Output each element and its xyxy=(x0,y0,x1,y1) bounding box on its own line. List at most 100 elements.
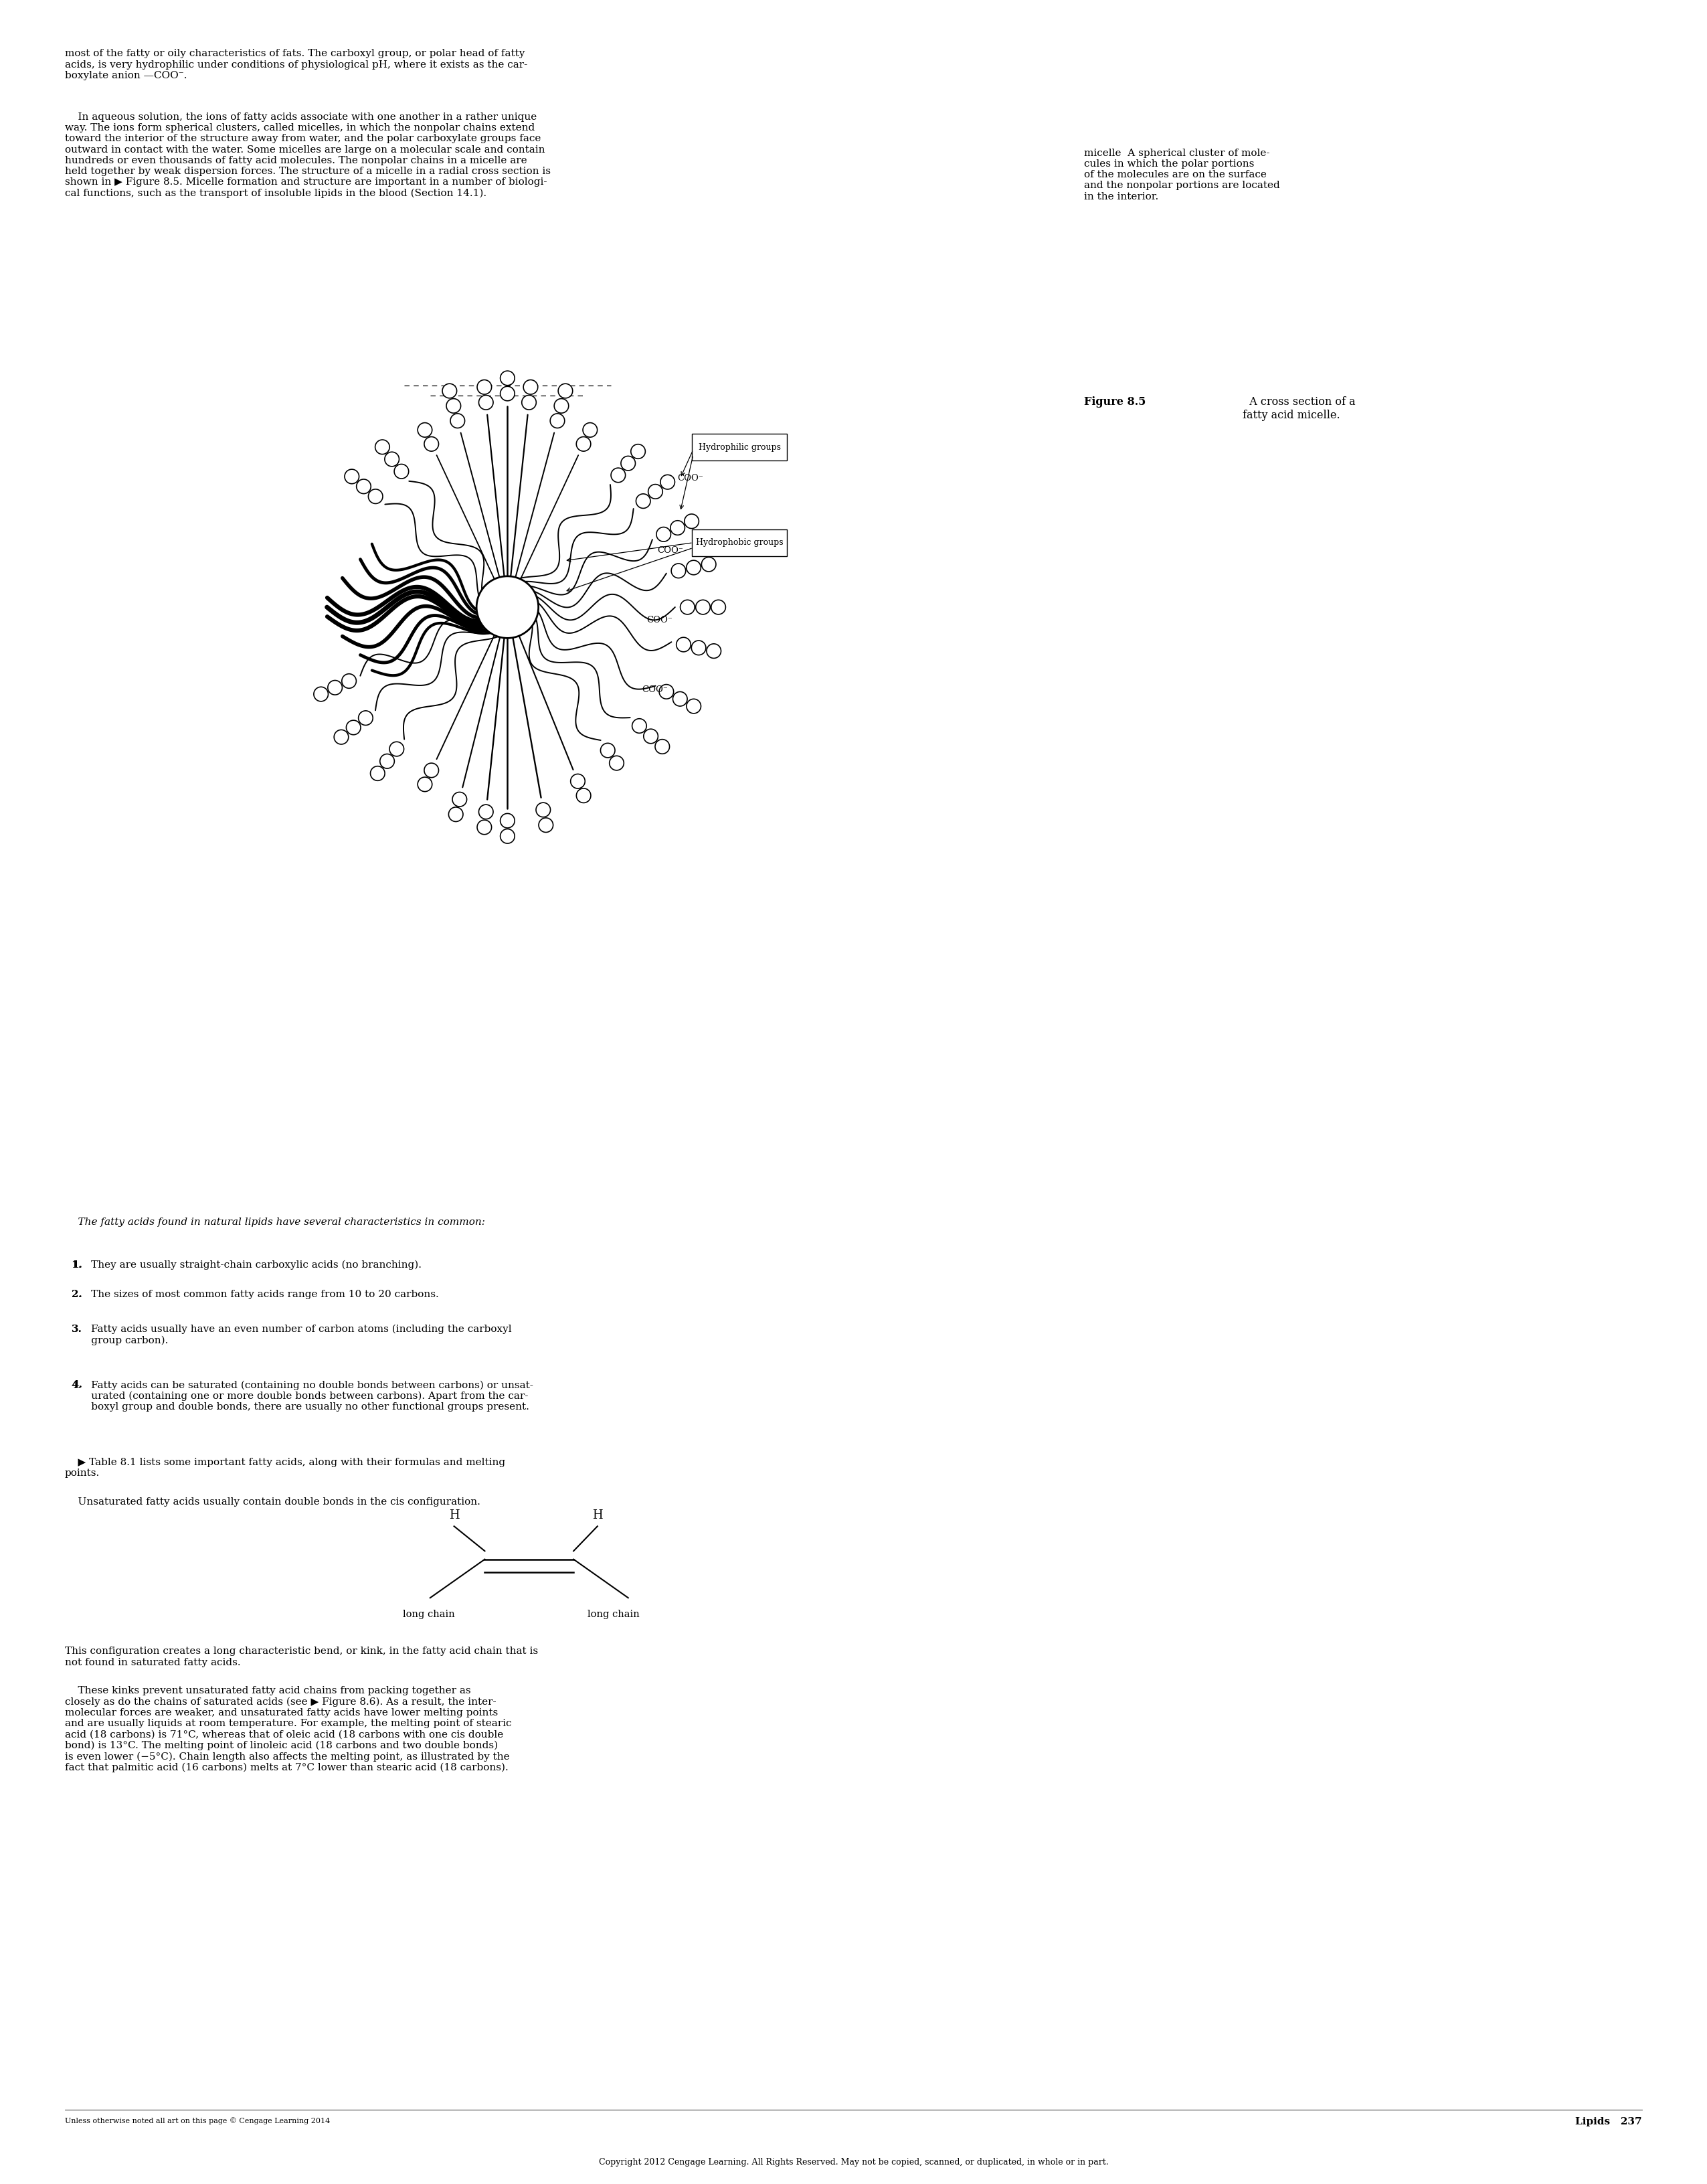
Circle shape xyxy=(671,563,686,579)
Text: 4.: 4. xyxy=(72,1380,82,1389)
Circle shape xyxy=(686,561,702,574)
Text: 1.: 1. xyxy=(72,1260,82,1269)
Circle shape xyxy=(570,773,586,788)
Text: Unless otherwise noted all art on this page © Cengage Learning 2014: Unless otherwise noted all art on this p… xyxy=(65,2118,329,2125)
Circle shape xyxy=(702,557,715,572)
Circle shape xyxy=(691,640,707,655)
Circle shape xyxy=(536,804,550,817)
Text: The fatty acids found in natural lipids have several characteristics in common:: The fatty acids found in natural lipids … xyxy=(65,1219,485,1227)
Text: long chain: long chain xyxy=(587,1610,638,1618)
Text: most of the fatty or oily characteristics of fats. The carboxyl group, or polar : most of the fatty or oily characteristic… xyxy=(65,50,527,81)
Circle shape xyxy=(673,692,688,705)
Circle shape xyxy=(449,808,463,821)
Circle shape xyxy=(558,384,572,397)
Circle shape xyxy=(452,793,466,806)
Circle shape xyxy=(582,424,597,437)
Circle shape xyxy=(577,788,591,804)
Text: 2.   The sizes of most common fatty acids range from 10 to 20 carbons.: 2. The sizes of most common fatty acids … xyxy=(72,1289,439,1299)
Circle shape xyxy=(707,644,720,657)
Circle shape xyxy=(577,437,591,452)
Text: COO⁻: COO⁻ xyxy=(647,616,673,625)
Circle shape xyxy=(637,494,650,509)
Circle shape xyxy=(478,819,492,834)
Text: Copyright 2012 Cengage Learning. All Rights Reserved. May not be copied, scanned: Copyright 2012 Cengage Learning. All Rig… xyxy=(599,2158,1108,2167)
Circle shape xyxy=(671,520,685,535)
Circle shape xyxy=(341,675,357,688)
Text: A cross section of a
fatty acid micelle.: A cross section of a fatty acid micelle. xyxy=(1243,397,1355,422)
Circle shape xyxy=(555,400,568,413)
Text: COO⁻: COO⁻ xyxy=(657,546,683,555)
Circle shape xyxy=(370,767,384,780)
Text: 2.: 2. xyxy=(72,1289,82,1299)
Text: These kinks prevent unsaturated fatty acid chains from packing together as
close: These kinks prevent unsaturated fatty ac… xyxy=(65,1686,512,1773)
Circle shape xyxy=(376,439,389,454)
Circle shape xyxy=(478,380,492,395)
Circle shape xyxy=(478,395,493,411)
Circle shape xyxy=(446,400,461,413)
Circle shape xyxy=(451,413,464,428)
Text: 3.   Fatty acids usually have an even number of carbon atoms (including the carb: 3. Fatty acids usually have an even numb… xyxy=(72,1324,512,1345)
Circle shape xyxy=(476,577,538,638)
Circle shape xyxy=(389,743,405,756)
Circle shape xyxy=(500,830,516,843)
Text: Hydrophobic groups: Hydrophobic groups xyxy=(696,537,784,546)
Circle shape xyxy=(659,684,674,699)
Circle shape xyxy=(696,601,710,614)
Circle shape xyxy=(632,719,647,734)
Circle shape xyxy=(384,452,399,467)
Circle shape xyxy=(381,753,394,769)
Text: ▶ Table 8.1 lists some important fatty acids, along with their formulas and melt: ▶ Table 8.1 lists some important fatty a… xyxy=(65,1459,505,1479)
Circle shape xyxy=(358,710,372,725)
Circle shape xyxy=(632,443,645,459)
Text: Figure 8.5: Figure 8.5 xyxy=(1084,397,1145,408)
Circle shape xyxy=(500,371,516,384)
Text: 4.   Fatty acids can be saturated (containing no double bonds between carbons) o: 4. Fatty acids can be saturated (contain… xyxy=(72,1380,533,1411)
Circle shape xyxy=(712,601,725,614)
Text: Lipids   237: Lipids 237 xyxy=(1576,2118,1642,2127)
Circle shape xyxy=(686,699,702,714)
Circle shape xyxy=(394,465,408,478)
Circle shape xyxy=(442,384,457,397)
Circle shape xyxy=(539,817,553,832)
Circle shape xyxy=(423,437,439,452)
Circle shape xyxy=(423,762,439,778)
Circle shape xyxy=(611,467,625,483)
Text: In aqueous solution, the ions of fatty acids associate with one another in a rat: In aqueous solution, the ions of fatty a… xyxy=(65,114,551,199)
Circle shape xyxy=(524,380,538,395)
Circle shape xyxy=(357,478,370,494)
Circle shape xyxy=(685,513,698,529)
Circle shape xyxy=(335,729,348,745)
Circle shape xyxy=(418,778,432,791)
Circle shape xyxy=(601,743,615,758)
Circle shape xyxy=(478,804,493,819)
Text: COO⁻: COO⁻ xyxy=(642,686,667,695)
Circle shape xyxy=(550,413,565,428)
Text: COO⁻: COO⁻ xyxy=(678,474,703,483)
Circle shape xyxy=(657,526,671,542)
Text: Hydrophilic groups: Hydrophilic groups xyxy=(698,443,780,452)
Circle shape xyxy=(676,638,691,651)
Text: Unsaturated fatty acids usually contain double bonds in the cis configuration.: Unsaturated fatty acids usually contain … xyxy=(65,1498,480,1507)
Text: H: H xyxy=(592,1509,603,1522)
FancyBboxPatch shape xyxy=(691,435,787,461)
Circle shape xyxy=(345,470,358,483)
Circle shape xyxy=(609,756,623,771)
Text: 3.: 3. xyxy=(72,1324,82,1334)
Circle shape xyxy=(328,681,341,695)
Circle shape xyxy=(649,485,662,498)
Circle shape xyxy=(500,812,516,828)
Text: 1.   They are usually straight-chain carboxylic acids (no branching).: 1. They are usually straight-chain carbo… xyxy=(72,1260,422,1269)
Circle shape xyxy=(661,474,674,489)
Circle shape xyxy=(500,387,516,402)
Circle shape xyxy=(347,721,360,734)
Text: long chain: long chain xyxy=(403,1610,454,1618)
FancyBboxPatch shape xyxy=(691,529,787,557)
Circle shape xyxy=(621,456,635,470)
Circle shape xyxy=(369,489,382,505)
Circle shape xyxy=(679,601,695,614)
Circle shape xyxy=(655,740,669,753)
Circle shape xyxy=(418,424,432,437)
Text: This configuration creates a long characteristic bend, or kink, in the fatty aci: This configuration creates a long charac… xyxy=(65,1647,538,1666)
Circle shape xyxy=(522,395,536,411)
Text: H: H xyxy=(449,1509,459,1522)
